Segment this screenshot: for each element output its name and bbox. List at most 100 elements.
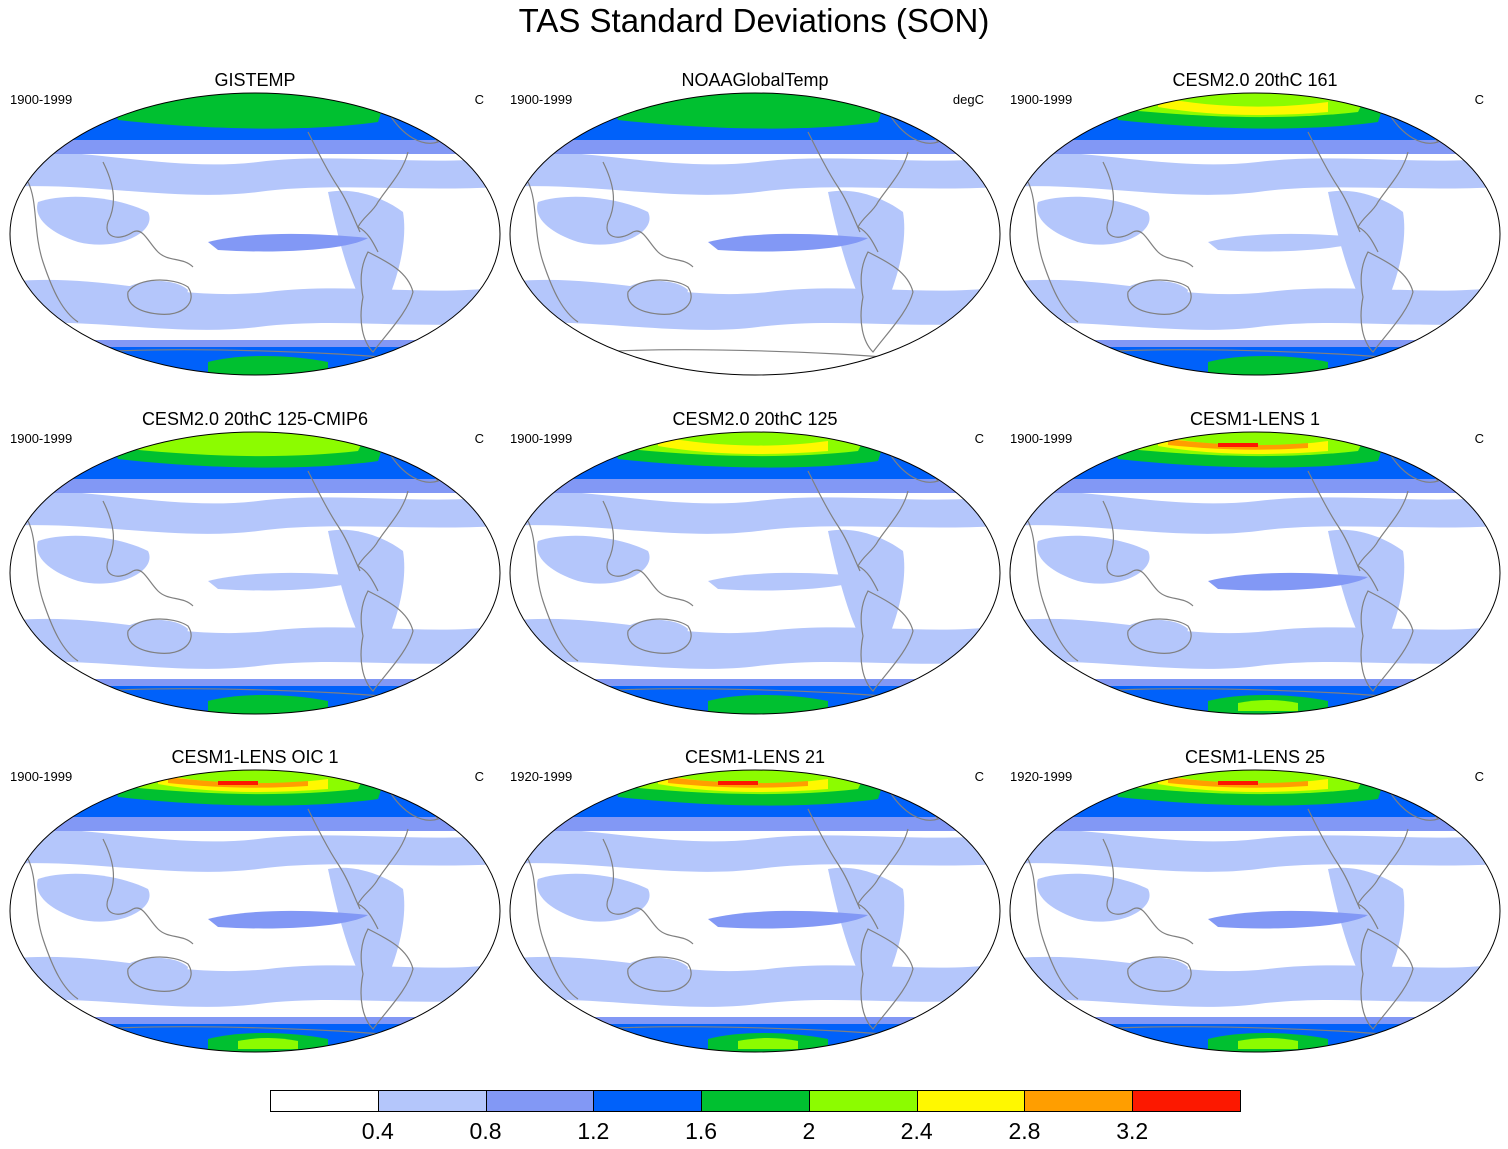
coastline	[807, 470, 861, 572]
coastline	[1357, 151, 1409, 253]
panel-units: C	[1474, 769, 1484, 784]
coastline	[1027, 181, 1079, 323]
map-outline	[509, 769, 1001, 1053]
coastline	[527, 520, 579, 662]
colorbar-swatch	[1132, 1090, 1241, 1112]
panel-title: NOAAGlobalTemp	[681, 70, 829, 90]
northern-midlat-band	[1010, 151, 1500, 195]
arctic-core-5	[128, 773, 258, 785]
coastline	[27, 858, 79, 1000]
map-panel-gistemp: GISTEMP 1900-1999 C	[8, 70, 502, 376]
map-outline	[1009, 769, 1501, 1053]
antarctic-core	[208, 695, 328, 714]
coastline	[1360, 590, 1414, 692]
colorbar-tick-label: 1.2	[577, 1118, 610, 1144]
arctic-core-5	[1128, 773, 1258, 785]
antarctic-core-2	[238, 1038, 298, 1049]
panel-period: 1900-1999	[510, 431, 573, 446]
coastline	[807, 808, 861, 910]
map-panel-cesm2-20thc-125: CESM2.0 20thC 125 1900-1999 C	[508, 409, 1002, 715]
colorbar-tick-label: 2.4	[900, 1118, 933, 1144]
asia-land-anomaly	[537, 535, 650, 584]
northern-midlat-band	[510, 490, 1000, 534]
coastline	[27, 520, 79, 662]
panel-units: C	[474, 431, 484, 446]
colorbar-tick-label: 0.8	[469, 1118, 502, 1144]
coastline	[1307, 131, 1361, 233]
coastline	[1027, 520, 1079, 662]
arctic-core-3	[1158, 436, 1328, 454]
coastline	[860, 590, 914, 692]
coastline	[1360, 251, 1414, 353]
antarctic-core	[208, 356, 328, 375]
panel-units: C	[1474, 92, 1484, 107]
map-panel-cesm1-lens-21: CESM1-LENS 21 1920-1999 C	[508, 747, 1002, 1053]
panel-title: CESM2.0 20thC 125	[672, 409, 838, 429]
asia-land-anomaly	[1037, 873, 1150, 922]
colorbar-tick-label: 2.8	[1008, 1118, 1041, 1144]
enso-tongue	[208, 910, 368, 929]
antarctic-core-2	[1238, 1038, 1298, 1049]
colorbar-swatch	[593, 1090, 703, 1112]
colorbar-swatch	[270, 1090, 379, 1112]
northern-midlat-band	[10, 490, 500, 534]
coastline	[1127, 618, 1192, 654]
coastline	[360, 928, 414, 1030]
asia-land-anomaly	[37, 535, 150, 584]
colorbar-swatch	[808, 1090, 918, 1112]
arctic-core-5	[628, 773, 758, 785]
australia-anomaly	[128, 957, 188, 987]
australia-anomaly	[128, 619, 188, 649]
map-plot	[1009, 769, 1501, 1053]
panel-period: 1900-1999	[510, 92, 573, 107]
arctic-core-5	[1128, 435, 1258, 447]
map-plot	[509, 92, 1001, 376]
coastline	[102, 500, 194, 607]
coastline	[1102, 838, 1194, 945]
coastline	[627, 618, 692, 654]
arctic-core-3	[658, 436, 828, 454]
coastline	[1102, 500, 1194, 607]
enso-tongue	[1208, 572, 1368, 591]
colorbar-tick-label: 2	[802, 1118, 816, 1144]
panel-units: C	[974, 769, 984, 784]
map-outline	[9, 92, 501, 376]
coastline	[602, 838, 694, 945]
coastline	[1027, 858, 1079, 1000]
asia-land-anomaly	[1037, 535, 1150, 584]
panel-period: 1900-1999	[10, 431, 73, 446]
northern-midlat-band	[10, 151, 500, 195]
northern-midlat-band	[1010, 828, 1500, 872]
australia-anomaly	[628, 957, 688, 987]
map-outline	[9, 769, 501, 1053]
panel-title: CESM1-LENS 1	[1189, 409, 1321, 429]
field-layer	[510, 93, 1000, 375]
coastline	[357, 490, 409, 592]
map-outline	[9, 431, 501, 715]
arctic-core-4	[1168, 777, 1308, 788]
map-plot	[1009, 92, 1501, 376]
coastline	[602, 161, 694, 268]
panel-period: 1900-1999	[10, 92, 73, 107]
colorbar	[270, 1090, 1241, 1114]
panel-period: 1920-1999	[1010, 769, 1073, 784]
map-panel-cesm2-20thc-161: CESM2.0 20thC 161 1900-1999 C	[1008, 70, 1502, 376]
coastline	[1360, 928, 1414, 1030]
enso-tongue	[208, 572, 368, 591]
coastline	[307, 808, 361, 910]
northern-midlat-band	[10, 828, 500, 872]
map-panel-cesm1-lens-1: CESM1-LENS 1 1900-1999 C	[1008, 409, 1502, 715]
colorbar-swatch	[1024, 1090, 1134, 1112]
coastline	[127, 618, 192, 654]
map-panel-cesm1-lens-oic-1: CESM1-LENS OIC 1 1900-1999 C	[8, 747, 502, 1053]
colorbar-tick-label: 0.4	[361, 1118, 394, 1144]
asia-land-anomaly	[37, 873, 150, 922]
coastline	[857, 490, 909, 592]
arctic-core-4	[168, 777, 308, 788]
coastline	[860, 251, 914, 353]
coastline	[360, 251, 414, 353]
northern-midlat-band	[1010, 490, 1500, 534]
enso-tongue	[1208, 910, 1368, 929]
coastline	[857, 828, 909, 930]
colorbar-swatch	[916, 1090, 1026, 1112]
